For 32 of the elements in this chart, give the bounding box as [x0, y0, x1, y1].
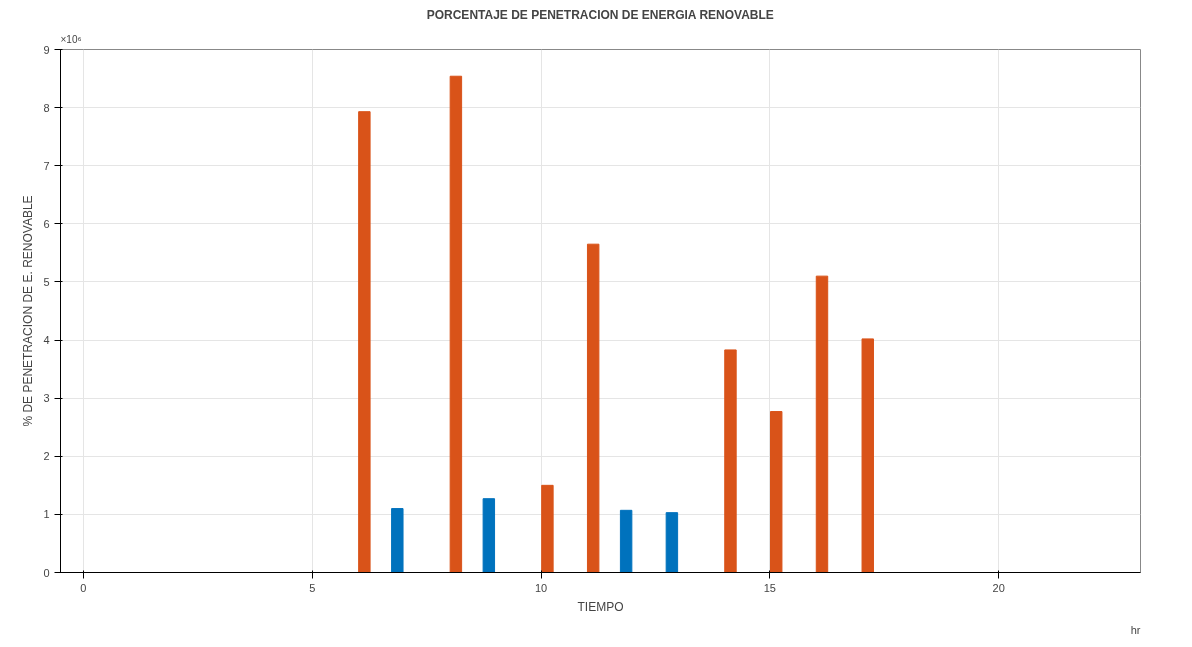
bar [724, 349, 737, 573]
y-tick-label: 1 [43, 508, 50, 521]
y-tick-label: 5 [43, 275, 50, 288]
x-tick-label: 20 [992, 581, 1005, 594]
bar [861, 338, 874, 573]
bar [449, 75, 463, 573]
bar [391, 508, 404, 573]
x-tick-label: 5 [309, 581, 316, 594]
x-tick-label: 15 [763, 581, 776, 594]
y-tick-label: 2 [43, 450, 50, 463]
y-tick-label: 6 [43, 217, 50, 230]
y-tick-label: 7 [43, 159, 50, 172]
bar [770, 411, 783, 573]
bar [358, 111, 371, 573]
x-axis-title: TIEMPO [577, 599, 624, 614]
chart-title: PORCENTAJE DE PENETRACION DE ENERGIA RENOVABLE [426, 7, 774, 22]
text: hr [1130, 623, 1141, 636]
y-tick-label: 0 [43, 566, 50, 579]
y-tick-label: 3 [43, 392, 50, 405]
bar [619, 509, 633, 573]
bar [541, 484, 554, 573]
x-tick-label: 0 [80, 581, 87, 594]
bar [586, 243, 600, 573]
y-tick-label: 8 [43, 101, 50, 114]
bar [665, 512, 679, 573]
x-tick-label: 10 [534, 581, 548, 594]
bar [815, 275, 829, 573]
y-tick-label: 9 [43, 43, 50, 56]
bar [482, 498, 496, 573]
y-axis-title: % DE PENETRACION DE E. RENOVABLE [21, 195, 36, 427]
text: ×10⁶ [60, 33, 82, 45]
y-tick-label: 4 [43, 334, 50, 347]
